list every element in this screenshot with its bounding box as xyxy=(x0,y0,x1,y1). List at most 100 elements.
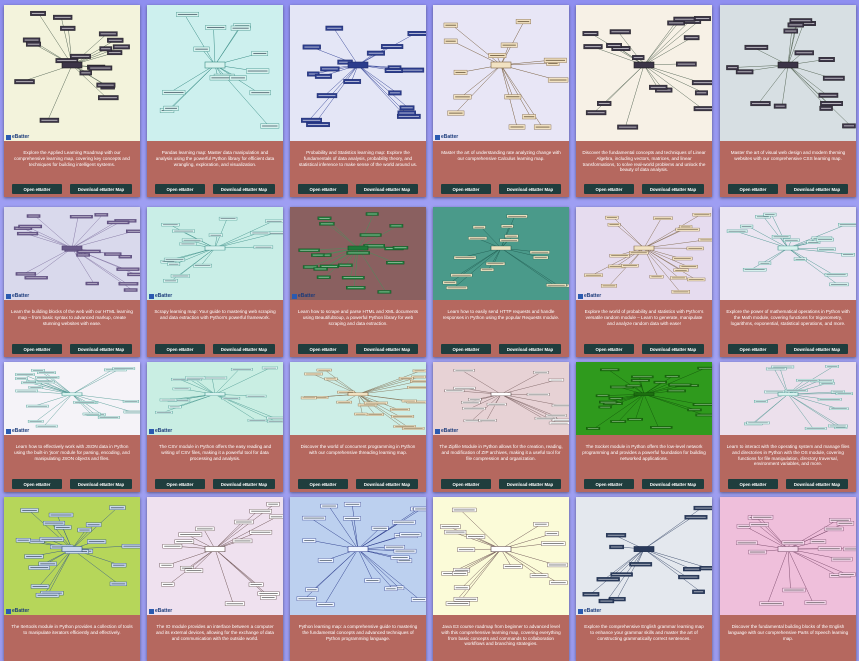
mind-map-diagram xyxy=(155,366,283,423)
card-actions: Open eBatter Download eBatter Map xyxy=(728,184,848,194)
learning-map-card: Discover the world of concurrent program… xyxy=(290,362,426,492)
learning-map-thumbnail[interactable] xyxy=(720,362,856,435)
card-description: The IO module provides an interface betw… xyxy=(156,624,274,641)
card-description: Explore the Applied Learning Roadmap wit… xyxy=(14,150,130,167)
learning-map-thumbnail[interactable]: eBatter xyxy=(147,497,283,615)
ebatter-logo: eBatter xyxy=(6,608,29,614)
learning-map-thumbnail[interactable] xyxy=(433,207,569,300)
card-actions: Open eBatter Download eBatter Map xyxy=(298,184,418,194)
learning-map-card: Learn how to easily send HTTP requests a… xyxy=(433,207,569,357)
open-ebatter-button[interactable]: Open eBatter xyxy=(728,479,778,489)
learning-map-thumbnail[interactable]: eBatter xyxy=(4,362,140,435)
learning-map-thumbnail[interactable] xyxy=(290,497,426,615)
ebatter-logo-text: eBatter xyxy=(12,293,30,299)
learning-map-thumbnail[interactable] xyxy=(720,207,856,300)
open-ebatter-button[interactable]: Open eBatter xyxy=(155,184,205,194)
download-ebatter-map-button[interactable]: Download eBatter Map xyxy=(213,344,275,354)
learning-map-thumbnail[interactable]: eBatter xyxy=(576,207,712,300)
open-ebatter-button[interactable]: Open eBatter xyxy=(728,184,778,194)
open-ebatter-button[interactable]: Open eBatter xyxy=(441,344,491,354)
ebatter-logo-icon xyxy=(149,293,154,299)
learning-map-thumbnail[interactable]: eBatter xyxy=(4,497,140,615)
download-ebatter-map-button[interactable]: Download eBatter Map xyxy=(356,479,418,489)
card-description: Learn how to effectively work with JSON … xyxy=(14,444,130,461)
learning-map-card: eBatter Learn how to effectively work wit… xyxy=(4,362,140,492)
card-actions: Open eBatter Download eBatter Map xyxy=(298,479,418,489)
learning-map-thumbnail[interactable] xyxy=(720,497,856,615)
download-ebatter-map-button[interactable]: Download eBatter Map xyxy=(642,479,704,489)
learning-map-thumbnail[interactable]: eBatter xyxy=(290,207,426,300)
learning-map-card: eBatter Explore the comprehensive English… xyxy=(576,497,712,661)
download-ebatter-map-button[interactable]: Download eBatter Map xyxy=(356,184,418,194)
open-ebatter-button[interactable]: Open eBatter xyxy=(12,479,62,489)
learning-map-thumbnail[interactable] xyxy=(147,5,283,141)
open-ebatter-button[interactable]: Open eBatter xyxy=(441,184,491,194)
learning-map-thumbnail[interactable]: eBatter xyxy=(433,362,569,435)
learning-map-thumbnail[interactable]: eBatter xyxy=(147,362,283,435)
ebatter-logo-text: eBatter xyxy=(298,293,316,299)
learning-map-thumbnail[interactable] xyxy=(576,362,712,435)
card-description: The CSV module in Python offers the easy… xyxy=(158,444,272,461)
download-ebatter-map-button[interactable]: Download eBatter Map xyxy=(642,184,704,194)
mind-map-diagram xyxy=(13,213,140,292)
download-ebatter-map-button[interactable]: Download eBatter Map xyxy=(786,184,848,194)
card-actions: Open eBatter Download eBatter Map xyxy=(441,184,561,194)
download-ebatter-map-button[interactable]: Download eBatter Map xyxy=(786,479,848,489)
learning-map-thumbnail[interactable] xyxy=(290,362,426,435)
open-ebatter-button[interactable]: Open eBatter xyxy=(155,344,205,354)
ebatter-logo-icon xyxy=(578,293,583,299)
learning-map-thumbnail[interactable] xyxy=(576,5,712,141)
open-ebatter-button[interactable]: Open eBatter xyxy=(441,479,491,489)
download-ebatter-map-button[interactable]: Download eBatter Map xyxy=(70,344,132,354)
ebatter-logo: eBatter xyxy=(149,293,172,299)
learning-map-card: Python learning map: a comprehensive gui… xyxy=(290,497,426,661)
mind-map-diagram xyxy=(582,505,712,604)
open-ebatter-button[interactable]: Open eBatter xyxy=(584,184,634,194)
download-ebatter-map-button[interactable]: Download eBatter Map xyxy=(213,184,275,194)
learning-map-thumbnail[interactable]: eBatter xyxy=(4,207,140,300)
ebatter-logo-icon xyxy=(149,428,154,434)
download-ebatter-map-button[interactable]: Download eBatter Map xyxy=(356,344,418,354)
download-ebatter-map-button[interactable]: Download eBatter Map xyxy=(786,344,848,354)
learning-map-card: Explore the power of mathematical operat… xyxy=(720,207,856,357)
download-ebatter-map-button[interactable]: Download eBatter Map xyxy=(499,344,561,354)
open-ebatter-button[interactable]: Open eBatter xyxy=(298,344,348,354)
learning-map-card: Learn to interact with the operating sys… xyxy=(720,362,856,492)
open-ebatter-button[interactable]: Open eBatter xyxy=(298,479,348,489)
mind-map-diagram xyxy=(159,11,280,129)
learning-map-thumbnail[interactable] xyxy=(433,497,569,615)
learning-map-thumbnail[interactable]: eBatter xyxy=(4,5,140,141)
mind-map-diagram xyxy=(440,507,568,606)
card-description: Discover the fundamental concepts and te… xyxy=(582,150,706,173)
mind-map-diagram xyxy=(726,18,856,129)
open-ebatter-button[interactable]: Open eBatter xyxy=(728,344,778,354)
learning-map-thumbnail[interactable] xyxy=(290,5,426,141)
ebatter-logo: eBatter xyxy=(578,293,601,299)
learning-map-thumbnail[interactable]: eBatter xyxy=(147,207,283,300)
open-ebatter-button[interactable]: Open eBatter xyxy=(584,344,634,354)
download-ebatter-map-button[interactable]: Download eBatter Map xyxy=(642,344,704,354)
learning-map-thumbnail[interactable]: eBatter xyxy=(433,5,569,141)
open-ebatter-button[interactable]: Open eBatter xyxy=(12,344,62,354)
ebatter-logo-icon xyxy=(292,293,297,299)
download-ebatter-map-button[interactable]: Download eBatter Map xyxy=(70,479,132,489)
card-actions: Open eBatter Download eBatter Map xyxy=(441,479,561,489)
download-ebatter-map-button[interactable]: Download eBatter Map xyxy=(213,479,275,489)
learning-map-card: eBatter Explore the Applied Learning Road… xyxy=(4,5,140,197)
open-ebatter-button[interactable]: Open eBatter xyxy=(12,184,62,194)
ebatter-logo-text: eBatter xyxy=(155,608,173,614)
card-actions: Open eBatter Download eBatter Map xyxy=(728,344,848,354)
learning-map-thumbnail[interactable] xyxy=(720,5,856,141)
open-ebatter-button[interactable]: Open eBatter xyxy=(298,184,348,194)
card-actions: Open eBatter Download eBatter Map xyxy=(12,479,132,489)
ebatter-logo-text: eBatter xyxy=(441,428,459,434)
open-ebatter-button[interactable]: Open eBatter xyxy=(155,479,205,489)
learning-map-thumbnail[interactable]: eBatter xyxy=(576,497,712,615)
ebatter-logo-icon xyxy=(6,293,11,299)
download-ebatter-map-button[interactable]: Download eBatter Map xyxy=(499,184,561,194)
card-actions: Open eBatter Download eBatter Map xyxy=(155,184,275,194)
open-ebatter-button[interactable]: Open eBatter xyxy=(584,479,634,489)
download-ebatter-map-button[interactable]: Download eBatter Map xyxy=(499,479,561,489)
card-actions: Open eBatter Download eBatter Map xyxy=(584,184,704,194)
download-ebatter-map-button[interactable]: Download eBatter Map xyxy=(70,184,132,194)
